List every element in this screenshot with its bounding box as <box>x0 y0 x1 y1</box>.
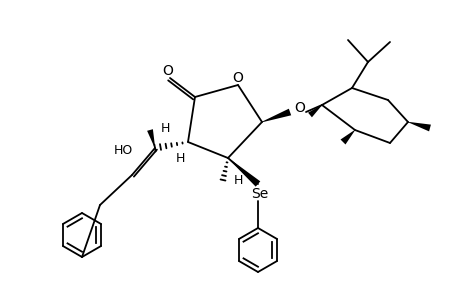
Text: HO: HO <box>113 143 133 157</box>
Polygon shape <box>147 129 155 148</box>
Polygon shape <box>261 109 291 122</box>
Text: H: H <box>161 122 170 134</box>
Polygon shape <box>227 158 260 187</box>
Text: H: H <box>233 173 242 187</box>
Polygon shape <box>340 130 354 145</box>
Text: O: O <box>294 101 305 115</box>
Text: H: H <box>175 152 184 166</box>
Polygon shape <box>308 105 321 117</box>
Text: O: O <box>232 71 243 85</box>
Text: O: O <box>162 64 173 78</box>
Polygon shape <box>407 122 430 131</box>
Text: Se: Se <box>251 187 268 201</box>
